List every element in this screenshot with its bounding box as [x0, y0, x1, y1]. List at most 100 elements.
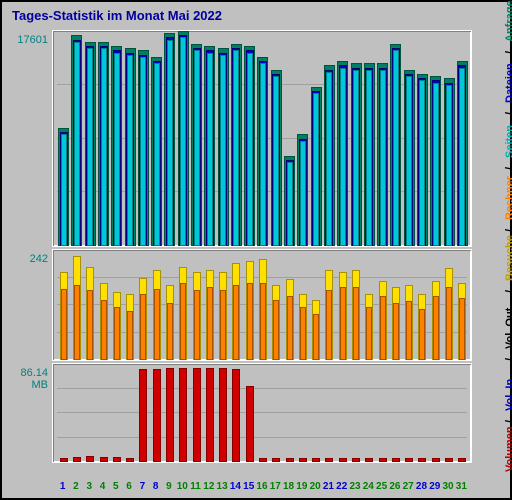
bar-rechner: [87, 290, 93, 360]
bar-seiten: [313, 93, 319, 246]
bar-volumen: [73, 457, 81, 462]
xtick-9: 9: [162, 481, 175, 492]
xtick-14: 14: [229, 481, 242, 492]
bar-volumen: [339, 458, 347, 462]
bar-seiten: [353, 70, 359, 246]
panel-middle: [52, 249, 472, 361]
right-legend: Volumen/Vol. In/Vol. Out/Besuche/Rechner…: [492, 30, 506, 476]
bar-seiten: [114, 53, 120, 247]
bar-volumen: [325, 458, 333, 462]
bar-rechner: [353, 287, 359, 360]
bar-rechner: [287, 296, 293, 360]
panels-container: [52, 30, 472, 465]
bar-rechner: [101, 300, 107, 361]
bar-seiten: [326, 72, 332, 246]
legend-vol-in: Vol. In: [504, 378, 512, 410]
bar-seiten: [220, 55, 226, 246]
bar-volumen: [445, 458, 453, 462]
bar-seiten: [300, 141, 306, 246]
bar-volumen: [272, 458, 280, 462]
bar-volumen: [232, 369, 240, 462]
bar-volumen: [113, 457, 121, 462]
bar-seiten: [393, 50, 399, 246]
xtick-19: 19: [295, 481, 308, 492]
legend-besuche: Besuche: [504, 235, 512, 281]
bar-seiten: [140, 57, 146, 246]
bar-seiten: [419, 80, 425, 246]
bar-seiten: [101, 48, 107, 246]
bar-rechner: [459, 298, 465, 360]
bar-rechner: [380, 296, 386, 360]
bar-rechner: [127, 311, 133, 361]
bar-volumen: [458, 458, 466, 462]
bar-rechner: [114, 307, 120, 360]
xtick-26: 26: [388, 481, 401, 492]
bar-volumen: [246, 386, 254, 462]
xtick-28: 28: [415, 481, 428, 492]
xtick-17: 17: [269, 481, 282, 492]
bar-rechner: [313, 314, 319, 360]
xtick-11: 11: [189, 481, 202, 492]
bar-seiten: [61, 134, 67, 246]
xtick-8: 8: [149, 481, 162, 492]
legend-dateien: Dateien: [504, 63, 512, 103]
bar-volumen: [166, 368, 174, 462]
bar-rechner: [61, 289, 67, 361]
bar-seiten: [406, 76, 412, 246]
xtick-3: 3: [83, 481, 96, 492]
ylabel-middle: 242: [4, 253, 48, 265]
xtick-23: 23: [348, 481, 361, 492]
bar-volumen: [312, 458, 320, 462]
bar-volumen: [365, 458, 373, 462]
bar-seiten: [207, 53, 213, 247]
xtick-2: 2: [69, 481, 82, 492]
bar-rechner: [366, 307, 372, 360]
xtick-15: 15: [242, 481, 255, 492]
bar-rechner: [140, 294, 146, 360]
xtick-18: 18: [282, 481, 295, 492]
xtick-16: 16: [255, 481, 268, 492]
xtick-25: 25: [375, 481, 388, 492]
bar-rechner: [300, 307, 306, 360]
bar-volumen: [286, 458, 294, 462]
bar-volumen: [153, 369, 161, 462]
bar-rechner: [207, 287, 213, 360]
bar-volumen: [392, 458, 400, 462]
panel-top: [52, 30, 472, 247]
bar-rechner: [220, 290, 226, 360]
bar-volumen: [86, 456, 94, 462]
legend-vol-out: Vol. Out: [504, 308, 512, 349]
bar-seiten: [87, 48, 93, 246]
bar-seiten: [380, 70, 386, 246]
legend-anfragen: Anfragen: [504, 0, 512, 42]
xtick-10: 10: [176, 481, 189, 492]
bar-rechner: [340, 287, 346, 360]
bar-volumen: [100, 457, 108, 462]
bar-seiten: [154, 63, 160, 246]
xtick-24: 24: [362, 481, 375, 492]
legend-volumen: Volumen: [504, 426, 512, 472]
xtick-13: 13: [215, 481, 228, 492]
bar-seiten: [194, 50, 200, 246]
bar-seiten: [446, 85, 452, 246]
xtick-1: 1: [56, 481, 69, 492]
bar-rechner: [433, 296, 439, 360]
ylabel-bottom: 86.14 MB: [4, 367, 48, 391]
bar-rechner: [154, 289, 160, 361]
bar-rechner: [406, 301, 412, 360]
bar-volumen: [139, 369, 147, 462]
bar-seiten: [287, 162, 293, 246]
bar-rechner: [194, 290, 200, 360]
bar-seiten: [74, 42, 80, 246]
bar-seiten: [260, 63, 266, 246]
bar-rechner: [393, 303, 399, 360]
xtick-6: 6: [122, 481, 135, 492]
bar-seiten: [459, 68, 465, 246]
xtick-22: 22: [335, 481, 348, 492]
bar-rechner: [446, 287, 452, 360]
bar-seiten: [366, 70, 372, 246]
xtick-5: 5: [109, 481, 122, 492]
bar-seiten: [433, 83, 439, 246]
bar-volumen: [418, 458, 426, 462]
bar-volumen: [60, 458, 68, 462]
